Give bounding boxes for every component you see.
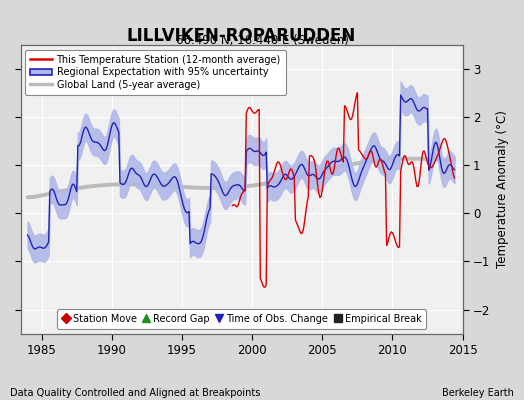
Title: LILLVIKEN-ROPARUDDEN: LILLVIKEN-ROPARUDDEN: [127, 27, 356, 45]
Text: Data Quality Controlled and Aligned at Breakpoints: Data Quality Controlled and Aligned at B…: [10, 388, 261, 398]
Legend: Station Move, Record Gap, Time of Obs. Change, Empirical Break: Station Move, Record Gap, Time of Obs. C…: [57, 309, 426, 329]
Text: Berkeley Earth: Berkeley Earth: [442, 388, 514, 398]
Text: 66.490 N, 16.440 E (Sweden): 66.490 N, 16.440 E (Sweden): [176, 34, 348, 47]
Y-axis label: Temperature Anomaly (°C): Temperature Anomaly (°C): [496, 110, 509, 268]
